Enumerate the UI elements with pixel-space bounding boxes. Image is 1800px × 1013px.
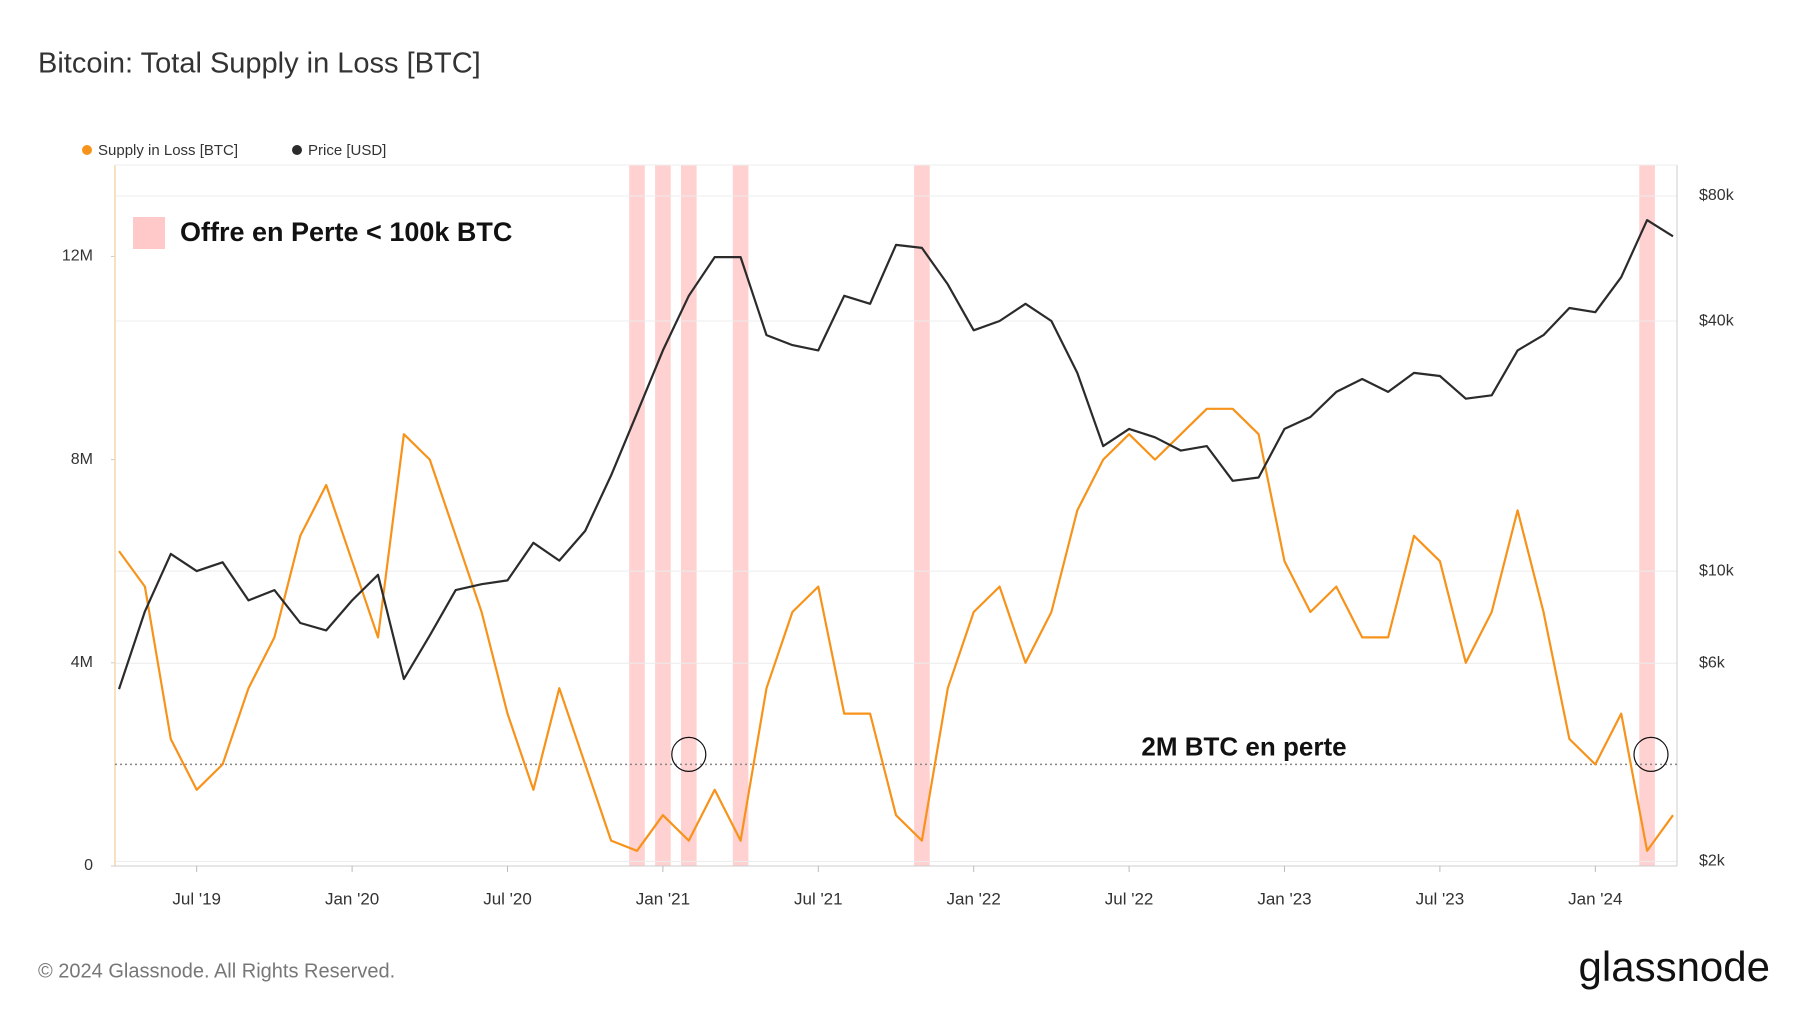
series-line bbox=[117, 219, 1674, 690]
y-tick-label: 0 bbox=[84, 857, 93, 874]
highlight-band bbox=[655, 165, 671, 866]
x-tick-label: Jul '19 bbox=[172, 889, 221, 908]
legend-label[interactable]: Price [USD] bbox=[308, 142, 386, 159]
y-tick-label: 12M bbox=[62, 248, 93, 265]
y2-tick-label: $10k bbox=[1699, 562, 1735, 579]
y2-tick-label: $40k bbox=[1699, 312, 1735, 329]
chart-title: Bitcoin: Total Supply in Loss [BTC] bbox=[38, 48, 481, 80]
legend-label[interactable]: Supply in Loss [BTC] bbox=[98, 142, 238, 159]
y2-tick-label: $80k bbox=[1699, 187, 1735, 204]
highlight-band bbox=[732, 165, 749, 866]
callout-circle bbox=[1633, 736, 1669, 773]
copyright: © 2024 Glassnode. All Rights Reserved. bbox=[38, 960, 395, 982]
callout-circle bbox=[671, 736, 707, 773]
x-tick-label: Jan '22 bbox=[947, 889, 1001, 908]
reference-label: 2M BTC en perte bbox=[1141, 731, 1346, 761]
highlight-band bbox=[1639, 165, 1655, 866]
y-tick-label: 4M bbox=[71, 654, 93, 671]
legend-swatch bbox=[292, 145, 302, 155]
highlight-band bbox=[629, 165, 645, 866]
highlight-swatch bbox=[133, 217, 165, 249]
legend-swatch bbox=[82, 145, 92, 155]
plot-area: $2k $6k $10k $40k $80k 0 4M 8M 12M Jul '19 Jan '20… bbox=[62, 164, 1735, 908]
x-tick-label: Jul '23 bbox=[1416, 889, 1465, 908]
y2-tick-label: $2k bbox=[1699, 853, 1726, 870]
x-tick-label: Jan '20 bbox=[325, 889, 379, 908]
highlight-band bbox=[914, 165, 930, 866]
x-tick-label: Jan '23 bbox=[1257, 889, 1311, 908]
series-line bbox=[118, 407, 1674, 852]
highlight-label: Offre en Perte < 100k BTC bbox=[180, 217, 512, 247]
x-tick-label: Jan '21 bbox=[636, 889, 690, 908]
x-tick-label: Jan '24 bbox=[1568, 889, 1622, 908]
highlight-band bbox=[680, 165, 697, 866]
x-tick-label: Jul '20 bbox=[483, 889, 532, 908]
y2-tick-label: $6k bbox=[1699, 654, 1726, 671]
x-tick-label: Jul '21 bbox=[794, 889, 843, 908]
y-tick-label: 8M bbox=[71, 451, 93, 468]
x-tick-label: Jul '22 bbox=[1105, 889, 1154, 908]
brand-logo: glassnode bbox=[1579, 943, 1770, 990]
